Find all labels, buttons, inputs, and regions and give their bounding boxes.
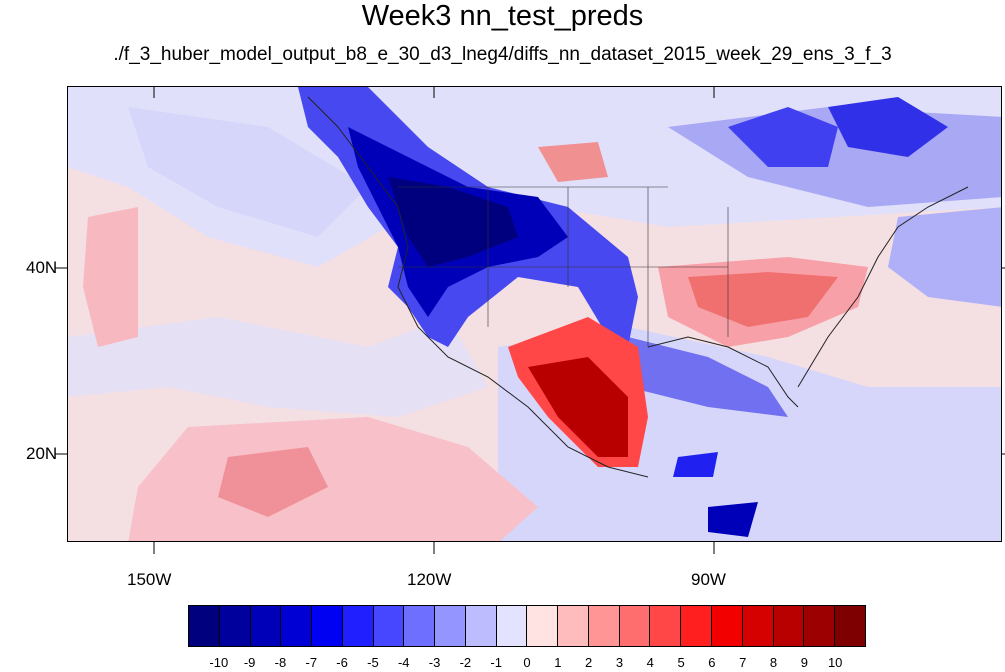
colorbar-label: 1 <box>554 655 562 670</box>
colorbar-swatch <box>835 606 865 646</box>
colorbar-swatch <box>588 606 620 646</box>
colorbar-label: 2 <box>585 655 593 670</box>
coastline-pacific <box>307 96 649 478</box>
colorbar-swatch <box>465 606 497 646</box>
colorbar-swatch <box>681 606 713 646</box>
colorbar-label: -6 <box>336 655 348 670</box>
map-field <box>68 87 1001 541</box>
colorbar-swatch <box>404 606 436 646</box>
coastline-gulf <box>647 336 799 408</box>
zone-dark-red-mexico <box>528 357 628 457</box>
colorbar-label: -10 <box>209 655 229 670</box>
colorbar-label: -5 <box>367 655 379 670</box>
colorbar-swatch <box>558 606 589 646</box>
map-plot-area <box>67 86 1002 542</box>
colorbar-label: 10 <box>827 655 843 670</box>
x-tick-150w: 150W <box>127 570 172 589</box>
colorbar-label: -7 <box>305 655 318 670</box>
colorbar-swatch <box>712 606 743 646</box>
colorbar-label: -3 <box>428 655 441 670</box>
y-tick-20n: 20N <box>26 444 58 463</box>
colorbar-swatch <box>742 606 774 646</box>
colorbar-label: -4 <box>397 655 410 670</box>
colorbar-swatch <box>281 606 313 646</box>
zone-red-pacific-south <box>218 447 328 517</box>
x-tick-120w: 120W <box>407 570 452 589</box>
colorbar-swatch <box>527 606 559 646</box>
colorbar-label: -9 <box>243 655 256 670</box>
colorbar-label: -8 <box>274 655 287 670</box>
colorbar-swatch <box>435 606 466 646</box>
colorbar-label: 7 <box>739 655 747 670</box>
colorbar-swatch <box>373 606 405 646</box>
colorbar-swatch <box>773 606 805 646</box>
map-subtitle: ./f_3_huber_model_output_b8_e_30_d3_lneg… <box>113 44 892 65</box>
x-tick-90w: 90W <box>691 570 726 589</box>
colorbar-swatch <box>342 606 374 646</box>
zone-blue-hudson <box>728 107 838 167</box>
map-title: Week3 nn_test_preds <box>361 0 644 32</box>
zone-darkest-blue-great-basin <box>388 177 518 267</box>
colorbar-swatch <box>650 606 682 646</box>
colorbar-label: 6 <box>708 655 716 670</box>
zone-red-canada-prairie <box>538 142 608 182</box>
y-tick-40n: 40N <box>26 258 58 277</box>
colorbar-label: 9 <box>800 655 808 670</box>
zone-red-eastern-us <box>688 272 838 327</box>
zone-pink-pacific-south <box>128 417 538 541</box>
zone-light-blue-mid <box>68 317 488 417</box>
colorbar-swatch <box>250 606 282 646</box>
colorbar-swatch <box>219 606 251 646</box>
colorbar-swatch <box>619 606 651 646</box>
zone-blue-caribbean-b <box>708 502 758 537</box>
state-borders <box>398 186 729 347</box>
colorbar-swatch <box>496 606 528 646</box>
zone-blue-caribbean-a <box>673 452 718 477</box>
zone-blue-atlantic <box>888 207 1001 307</box>
colorbar-swatch <box>189 606 220 646</box>
coastline-atlantic <box>797 186 969 388</box>
zone-blue-gulf-alaska <box>128 107 368 237</box>
zone-pink-pacific-west <box>83 207 138 347</box>
colorbar-label: 8 <box>769 655 778 670</box>
colorbar-swatch <box>312 606 343 646</box>
zone-blue-labrador <box>828 97 948 157</box>
colorbar-label: 3 <box>615 655 624 670</box>
colorbar-swatch <box>804 606 836 646</box>
colorbar-label: -2 <box>459 655 472 670</box>
colorbar <box>188 605 866 647</box>
colorbar-label: -1 <box>490 655 502 670</box>
colorbar-label: 0 <box>523 655 531 670</box>
colorbar-label: 5 <box>677 655 685 670</box>
colorbar-label: 4 <box>646 655 654 670</box>
